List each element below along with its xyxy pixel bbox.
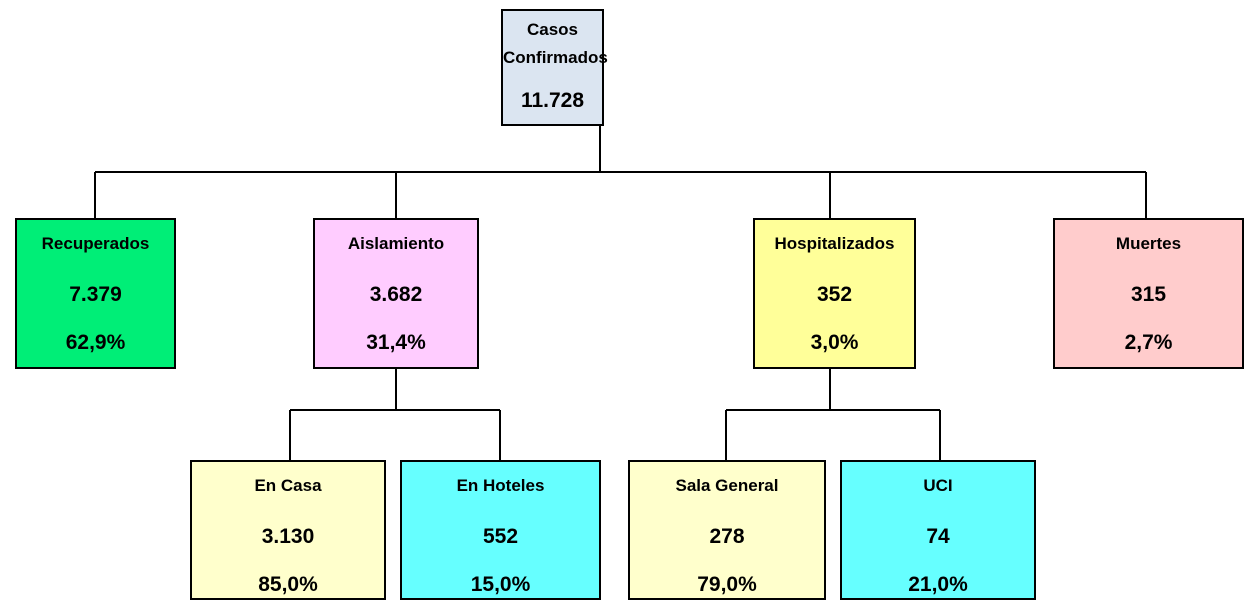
node-value: 74 [926, 525, 950, 548]
node-value: 7.379 [69, 283, 122, 306]
node-label: Recuperados [41, 234, 150, 253]
node-box: Aislamiento 3.682 31,4% [313, 218, 479, 369]
node-percent: 15,0% [470, 573, 531, 596]
node-box: Muertes 315 2,7% [1053, 218, 1244, 369]
node-label: En Casa [254, 476, 322, 495]
node-value: 552 [482, 525, 519, 548]
node-box: Hospitalizados 352 3,0% [753, 218, 916, 369]
node-percent: 31,4% [366, 331, 426, 354]
node-value: 3.682 [369, 283, 423, 306]
node-percent: 3,0% [810, 331, 859, 354]
node-value: 278 [709, 525, 745, 548]
node-value: 3.130 [261, 525, 315, 548]
node-value: 315 [1130, 283, 1167, 306]
node-box: En Hoteles 552 15,0% [400, 460, 601, 600]
node-label: Muertes [1115, 234, 1182, 253]
node-label: En Hoteles [456, 476, 545, 495]
node-box: Recuperados 7.379 62,9% [15, 218, 176, 369]
node-percent: 85,0% [258, 573, 318, 596]
node-value: 11.728 [520, 89, 585, 112]
node-percent: 62,9% [65, 331, 126, 354]
node-label: Aislamiento [347, 234, 445, 253]
node-box: Casos Confirmados 11.728 [501, 9, 608, 126]
node-label: Hospitalizados [774, 234, 895, 253]
node-value: 352 [816, 283, 853, 306]
node-percent: 21,0% [908, 573, 968, 596]
node-label: Casos Confirmados [503, 20, 608, 67]
node-box: Sala General 278 79,0% [628, 460, 826, 600]
node-percent: 2,7% [1124, 331, 1173, 354]
node-percent: 79,0% [697, 573, 757, 596]
node-box: UCI 74 21,0% [840, 460, 1036, 600]
node-label: UCI [923, 476, 953, 495]
node-label: Sala General [675, 476, 779, 495]
node-box: En Casa 3.130 85,0% [190, 460, 386, 600]
